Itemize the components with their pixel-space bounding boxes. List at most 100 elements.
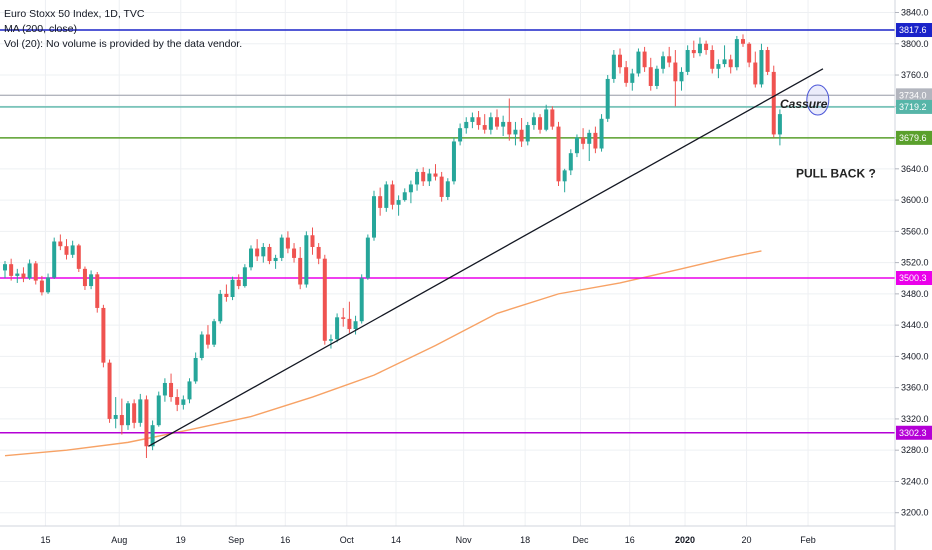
candle-body	[771, 71, 776, 135]
candle-body	[126, 403, 130, 426]
candle-body	[181, 399, 186, 405]
y-tick-label: 3440.0	[901, 320, 929, 330]
candle-body	[95, 274, 100, 308]
legend-volume: Vol (20): No volume is provided by the d…	[4, 38, 243, 50]
candle-body	[525, 125, 530, 142]
candle-body	[205, 334, 210, 345]
candle-body	[605, 78, 610, 119]
candle-body	[451, 141, 456, 182]
candle-body	[285, 237, 290, 249]
x-tick-label: 16	[280, 535, 290, 545]
level-badge-label: 3734.0	[899, 90, 927, 100]
level-badge-label: 3719.2	[899, 102, 927, 112]
candle-body	[298, 257, 303, 285]
candle-body	[458, 128, 463, 142]
y-tick-label: 3320.0	[901, 414, 929, 424]
y-tick-label: 3800.0	[901, 39, 929, 49]
y-tick-label: 3840.0	[901, 8, 929, 18]
candle-body	[9, 264, 14, 276]
candle-body	[704, 43, 709, 51]
candle-body	[777, 114, 782, 135]
candle-body	[482, 125, 487, 130]
candle-body	[747, 43, 752, 63]
candle-body	[236, 279, 241, 287]
candle-body	[273, 257, 278, 262]
candle-body	[169, 382, 174, 398]
candle-body	[599, 118, 604, 149]
level-badge[interactable]	[896, 88, 932, 103]
y-tick-label: 3520.0	[901, 258, 929, 268]
x-tick-label: 20	[742, 535, 752, 545]
breakout-marker-circle[interactable]	[806, 84, 830, 116]
candle-body	[759, 50, 764, 85]
level-badge[interactable]	[896, 23, 932, 38]
candle-body	[335, 317, 340, 340]
candle-body	[230, 279, 235, 297]
candle-body	[249, 248, 253, 268]
candle-body	[501, 121, 506, 127]
candle-body	[113, 415, 118, 419]
candle-body	[642, 51, 647, 68]
candle-body	[421, 171, 426, 182]
trend-line[interactable]	[148, 68, 824, 447]
candle-body	[507, 121, 512, 135]
candle-body	[550, 109, 555, 127]
candle-body	[212, 321, 217, 345]
candle-body	[611, 54, 616, 79]
y-tick-label: 3760.0	[901, 70, 929, 80]
candle-body	[138, 399, 143, 423]
candle-body	[304, 235, 309, 285]
candle-body	[636, 51, 641, 74]
candle-body	[89, 274, 94, 287]
candle-body	[488, 117, 493, 130]
level-badge[interactable]	[896, 130, 932, 145]
candle-body	[390, 184, 395, 205]
candle-body	[531, 117, 536, 126]
candle-body	[33, 263, 38, 281]
candle-body	[187, 381, 192, 400]
candle-body	[316, 246, 321, 259]
candle-body	[341, 317, 346, 319]
candle-body	[562, 170, 567, 182]
candle-body	[667, 56, 672, 63]
candle-body	[679, 71, 684, 82]
y-tick-label: 3240.0	[901, 476, 929, 486]
candle-body	[464, 121, 469, 129]
level-badge[interactable]	[896, 99, 932, 114]
candle-body	[753, 62, 758, 85]
candle-body	[587, 132, 592, 144]
y-tick-label: 3640.0	[901, 164, 929, 174]
candle-body	[261, 246, 266, 257]
candle-body	[433, 173, 438, 177]
y-tick-label: 3360.0	[901, 383, 929, 393]
candle-body	[3, 264, 7, 271]
x-tick-label: 14	[391, 535, 401, 545]
candle-body	[513, 129, 518, 135]
candle-body	[27, 263, 32, 279]
candle-body	[46, 277, 51, 293]
level-badge[interactable]	[896, 425, 932, 440]
candle-body	[267, 246, 272, 262]
annotation-pullback: PULL BACK ?	[796, 167, 876, 181]
y-tick-label: 3280.0	[901, 445, 929, 455]
level-badge[interactable]	[896, 271, 932, 286]
y-tick-label: 3480.0	[901, 289, 929, 299]
candle-body	[322, 258, 327, 341]
candle-body	[328, 339, 333, 341]
candle-body	[495, 117, 499, 127]
x-tick-label: Oct	[340, 535, 355, 545]
candle-body	[218, 293, 223, 322]
candle-body	[716, 64, 721, 69]
y-tick-label: 3400.0	[901, 351, 929, 361]
candle-body	[384, 184, 389, 208]
annotation-cassure: Cassure	[780, 97, 828, 111]
candle-body	[15, 273, 20, 276]
candle-body	[52, 241, 57, 278]
candle-body	[661, 56, 666, 69]
legend-ma: MA (200, close)	[4, 23, 77, 35]
candle-body	[765, 50, 770, 72]
candle-body	[593, 132, 598, 149]
candle-body	[70, 245, 75, 255]
